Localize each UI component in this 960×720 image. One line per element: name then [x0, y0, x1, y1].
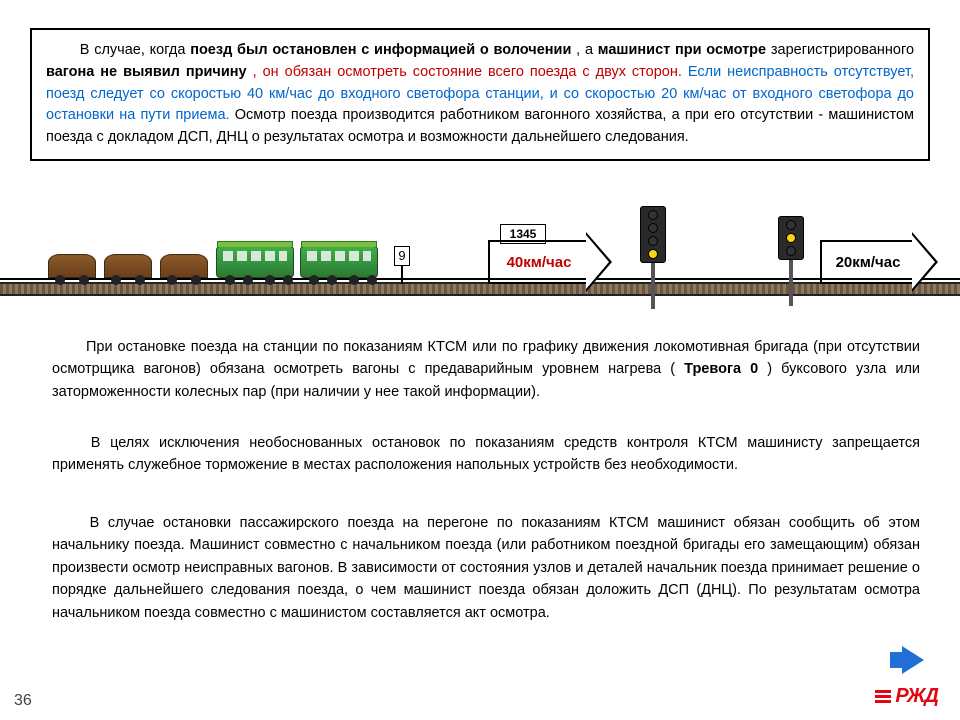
speed-label-40: 40км/час [488, 240, 586, 284]
seg6: вагона не выявил причину [46, 64, 247, 80]
speed-label-20: 20км/час [820, 240, 912, 284]
locomotive-1 [216, 246, 294, 278]
freight-car-3 [160, 254, 208, 278]
seg1: В случае, когда [80, 42, 190, 58]
milepost-sign: 9 [394, 246, 410, 266]
p1-bold: Тревога 0 [684, 361, 758, 377]
next-arrow-icon[interactable] [902, 646, 924, 674]
lamp-off-icon [648, 223, 658, 233]
lamp-off-icon [648, 236, 658, 246]
lamp-yellow-icon [786, 233, 796, 243]
seg2: поезд был остановлен с информацией о вол… [190, 42, 571, 58]
paragraph-1: При остановке поезда на станции по показ… [52, 336, 920, 403]
speed-arrow-20: 20км/час [820, 240, 938, 284]
paragraph-3: В случае остановки пассажирского поезда … [52, 512, 920, 624]
freight-car-2 [104, 254, 152, 278]
milepost-pole [401, 266, 403, 284]
train-diagram: 9 1345 40км/час 20км/час [0, 228, 960, 318]
seg3: , а [576, 42, 598, 58]
seg5: зарегистрированного [771, 42, 914, 58]
locomotive-2 [300, 246, 378, 278]
lamp-off-icon [648, 210, 658, 220]
p2-text: В целях исключения необоснованных остано… [52, 435, 920, 473]
route-signal [778, 216, 804, 306]
rzd-text: РЖД [895, 685, 938, 708]
track-ballast [0, 282, 960, 296]
instruction-box: В случае, когда поезд был остановлен с и… [30, 28, 930, 161]
freight-car-1 [48, 254, 96, 278]
lamp-yellow-icon [648, 249, 658, 259]
paragraph-2: В целях исключения необоснованных остано… [52, 432, 920, 477]
page-number: 36 [14, 692, 32, 710]
seg4: машинист при осмотре [598, 42, 766, 58]
speed-arrow-40: 40км/час [488, 240, 612, 284]
rzd-logo: РЖД [875, 685, 938, 708]
seg7-red: , он обязан осмотреть состояние всего по… [253, 64, 688, 80]
lamp-off-icon [786, 220, 796, 230]
entry-signal [640, 206, 666, 309]
p3-text: В случае остановки пассажирского поезда … [52, 515, 920, 621]
lamp-off-icon [786, 246, 796, 256]
rzd-lines-icon [875, 690, 891, 703]
track-rail [0, 278, 960, 280]
